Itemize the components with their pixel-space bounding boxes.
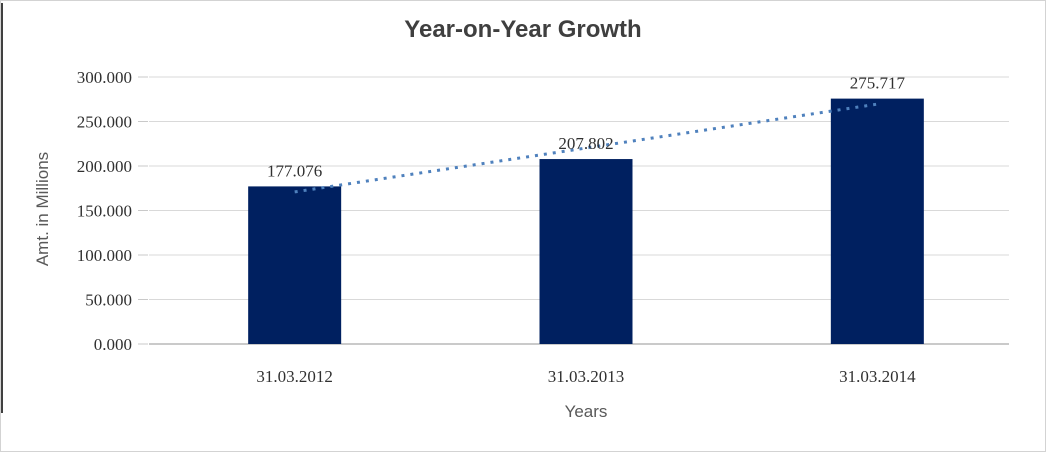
chart-title: Year-on-Year Growth	[404, 16, 642, 43]
bar-31.03.2014	[830, 98, 924, 344]
y-tick-label: 200.000	[77, 157, 132, 176]
y-tick-label: 0.000	[94, 335, 132, 354]
x-axis-title: Years	[564, 402, 608, 421]
y-tick-label: 50.000	[85, 291, 132, 310]
bar-value-label: 275.717	[850, 74, 906, 93]
y-tick-label: 250.000	[77, 113, 132, 132]
bar-value-label: 207.802	[558, 134, 613, 153]
y-tick-label: 300.000	[77, 68, 132, 87]
bar-31.03.2012	[248, 186, 342, 344]
bar-31.03.2013	[539, 159, 633, 344]
y-tick-label: 100.000	[77, 246, 132, 265]
y-tick-label: 150.000	[77, 202, 132, 221]
x-tick-label: 31.03.2012	[256, 367, 333, 386]
x-tick-label: 31.03.2014	[839, 367, 916, 386]
x-tick-label: 31.03.2013	[548, 367, 625, 386]
bar-value-label: 177.076	[267, 161, 322, 180]
